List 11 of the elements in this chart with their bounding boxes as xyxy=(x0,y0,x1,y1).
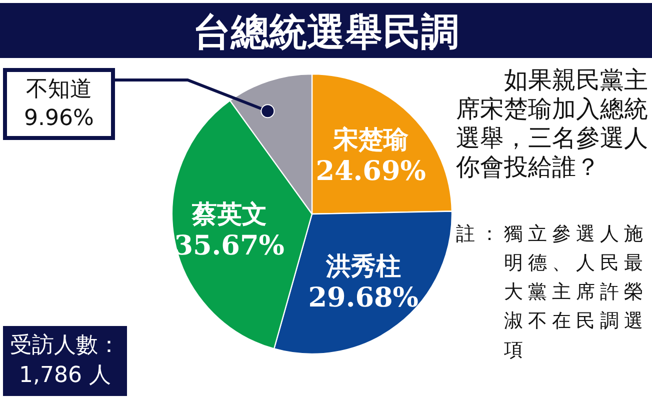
text: 註：獨立參選人施明德、人民最大黨主席許榮淑不在民調選項 xyxy=(456,222,649,363)
slice-label: 洪秀柱 xyxy=(324,251,401,280)
slice-label: 宋楚瑜 xyxy=(332,125,408,154)
slice-label: 不知道 xyxy=(25,76,93,104)
text: 如果親民黨主席宋楚瑜加入總統選舉，三名參選人你會投給誰？ xyxy=(456,66,649,182)
data-label: 9.96% xyxy=(23,105,95,133)
data-label: 29.68% xyxy=(308,282,418,314)
chart-title: 台總統選舉民調 xyxy=(193,9,459,54)
data-label: 35.67% xyxy=(174,230,284,262)
slice-label: 蔡英文 xyxy=(190,200,267,229)
data-label: 24.69% xyxy=(316,156,426,188)
